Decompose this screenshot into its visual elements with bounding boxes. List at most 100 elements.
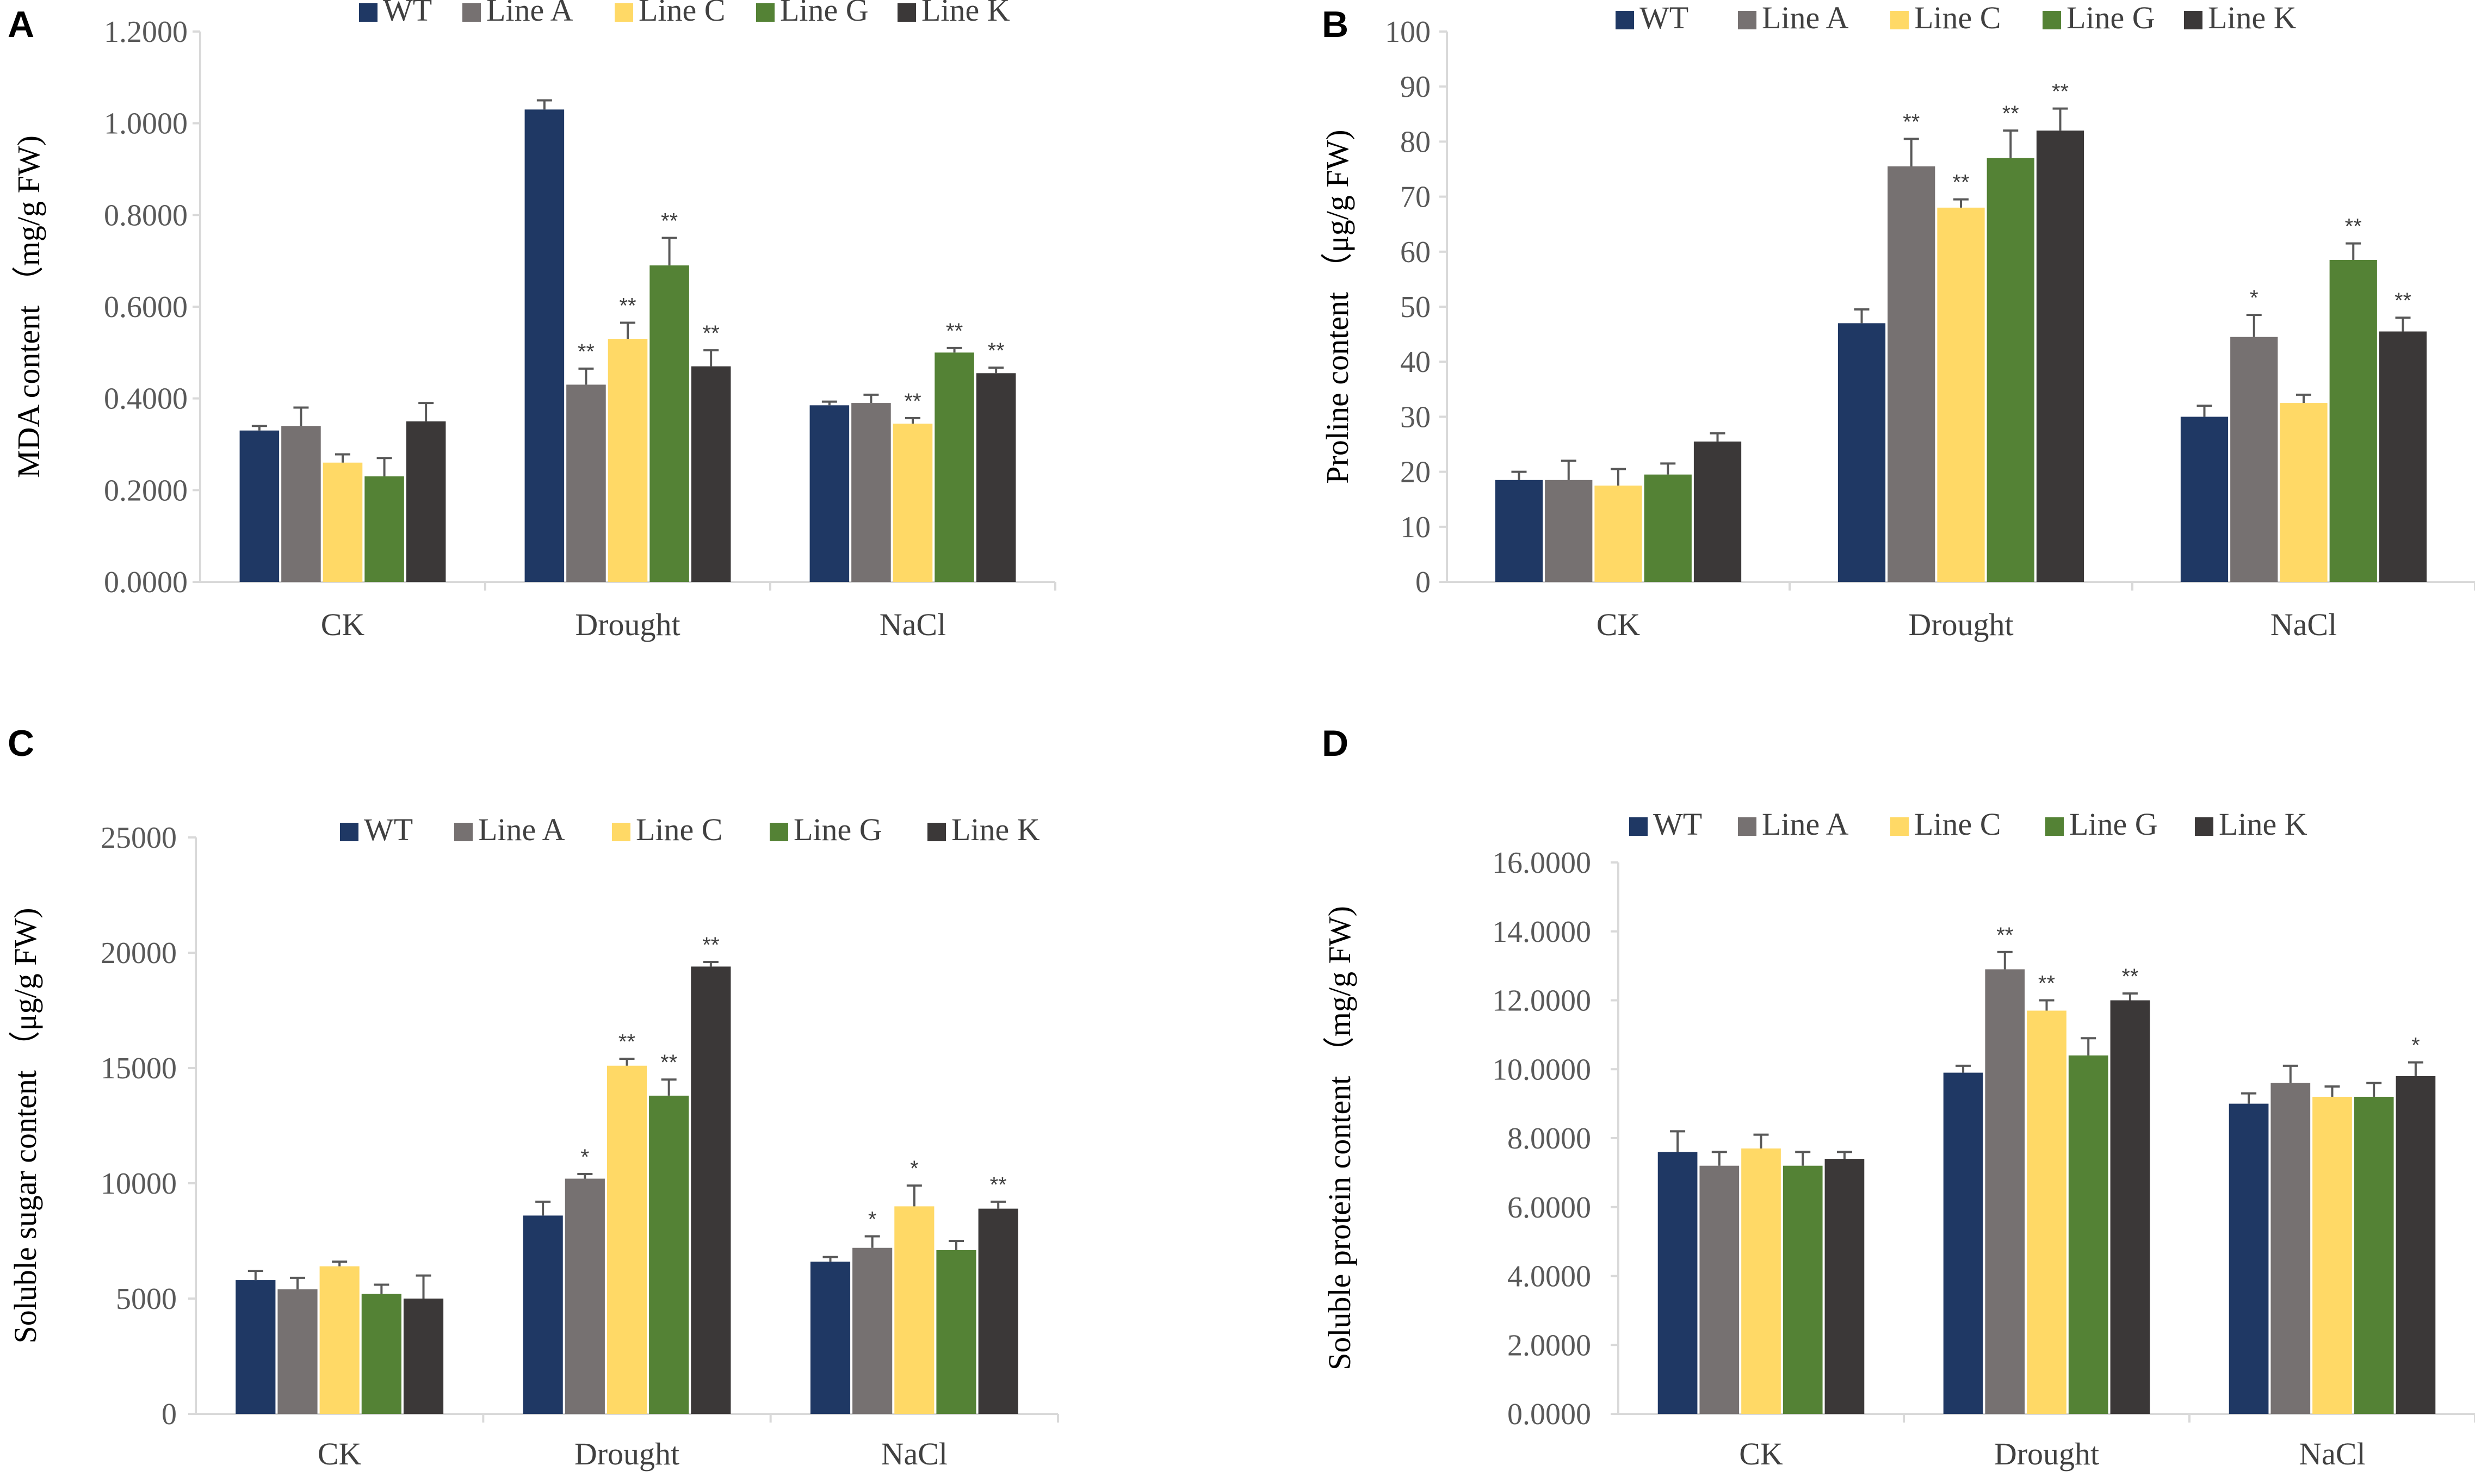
panel-b-bar [2230,337,2278,582]
panel-d-bar [1824,1159,1865,1414]
panel-c-bar [277,1289,318,1414]
panel-c-y-tick-label: 0 [162,1398,177,1431]
panel-d-legend-label: Line C [1914,806,2001,842]
panel-c-bar [523,1215,563,1414]
panel-d-legend-swatch [1629,817,1648,836]
panel-b-legend-label: Line A [1762,0,1849,35]
panel-d-y-tick-label: 12.0000 [1492,984,1591,1018]
panel-c-y-tick-label: 10000 [101,1167,177,1201]
panel-d-y-tick-label: 10.0000 [1492,1053,1591,1086]
panel-c-category-label: CK [318,1436,362,1471]
panel-d-y-tick-label: 6.0000 [1507,1191,1591,1225]
panel-c-bar [691,966,731,1414]
panel-a-significance-label: ** [904,389,921,413]
panel-a-y-tick-label: 0.4000 [104,382,188,416]
panel-d-legend-swatch [2195,817,2213,836]
panel-d-significance-label: ** [1996,923,2013,947]
panel-c-bar [852,1247,893,1414]
panel-c-legend-label: Line K [951,812,1040,847]
panel-c-legend-swatch [770,823,788,841]
panel-d-bar [2354,1096,2394,1414]
panel-c-significance-label: * [910,1157,919,1181]
panel-a-letter: A [8,4,34,45]
panel-d-bar [1657,1152,1698,1414]
panel-a-bar [566,384,606,582]
panel-a-significance-label: ** [988,339,1005,363]
panel-a-bar [281,426,321,582]
panel-b-y-tick-label: 70 [1400,181,1431,214]
panel-c-bar [978,1208,1018,1414]
panel-c-legend-label: Line A [478,812,565,847]
panel-d-legend-label: Line G [2069,806,2158,842]
panel-d-bar [2068,1055,2108,1414]
panel-b-bar [2280,403,2328,582]
panel-b-bar [1937,207,1985,582]
panel-c-bar [565,1178,605,1414]
panel-b-y-tick-label: 50 [1400,290,1431,324]
panel-c-significance-label: ** [660,1051,677,1075]
panel-b-y-tick-label: 20 [1400,456,1431,489]
panel-a-y-tick-label: 0.6000 [104,290,188,324]
panel-b-bar [2180,417,2229,582]
panel-b-legend-swatch [1890,11,1909,29]
panel-b-bar [2379,331,2427,582]
panel-a-legend-swatch [756,3,775,22]
panel-c-y-tick-label: 15000 [101,1052,177,1085]
panel-a-legend-label: Line C [639,0,725,28]
panel-c-significance-label: ** [702,933,719,957]
panel-b-significance-label: * [2250,286,2259,310]
panel-a-bar [364,476,404,582]
panel-c-significance-label: ** [618,1030,635,1054]
panel-d-y-tick-label: 8.0000 [1507,1122,1591,1156]
panel-a-legend-swatch [359,3,378,22]
panel-d-legend-swatch [2045,817,2064,836]
panel-c-bar [403,1299,444,1414]
panel-c-bar [649,1095,689,1414]
panel-b-category-label: CK [1597,607,1641,642]
panel-c-letter: C [8,723,34,764]
panel-d-significance-label: * [2411,1034,2420,1058]
panel-a-legend-swatch [462,3,481,22]
panel-b-legend-swatch [1616,11,1634,29]
panel-b-y-tick-label: 100 [1385,15,1431,49]
panel-b-bar [1594,485,1642,582]
panel-b-y-tick-label: 40 [1400,345,1431,379]
panel-b-significance-label: ** [2394,289,2411,313]
panel-b-category-label: NaCl [2270,607,2337,642]
panel-d-y-tick-label: 16.0000 [1492,846,1591,880]
panel-a-bar [935,352,974,582]
panel-a-y-tick-label: 0.2000 [104,474,188,507]
panel-a-bar [239,430,280,582]
panel-b-bar [1987,158,2034,582]
panel-d-legend-label: WT [1653,806,1702,842]
panel-c-legend-swatch [454,823,473,841]
panel-a-legend-label: Line A [486,0,573,28]
panel-a-category-label: NaCl [880,607,946,642]
panel-b-bar [1545,480,1593,582]
panel-c-significance-label: * [868,1208,877,1232]
panel-b-legend-label: WT [1639,0,1688,35]
panel-b-legend-swatch [2043,11,2061,29]
panel-b-y-tick-label: 30 [1400,400,1431,434]
panel-c-y-tick-label: 5000 [116,1282,177,1316]
panel-b-bar [1888,166,1935,582]
panel-b-bar [1644,474,1692,582]
panel-a-bar [406,421,446,582]
panel-d-bar [1783,1165,1823,1414]
panel-c-legend-swatch [927,823,946,841]
panel-a-bar [893,424,933,582]
panel-d-bar [2270,1083,2311,1414]
panel-c-y-tick-label: 20000 [101,936,177,970]
panel-a-bar [608,339,648,582]
panel-d-bar [1699,1165,1740,1414]
panel-d-bar [2396,1076,2436,1414]
panel-b-significance-label: ** [1903,110,1920,134]
panel-b-letter: B [1322,4,1348,45]
panel-c-y-tick-label: 25000 [101,821,177,855]
panel-b-y-tick-label: 80 [1400,125,1431,159]
panel-b-significance-label: ** [2052,80,2069,104]
panel-a-significance-label: ** [578,340,595,364]
panel-a-legend-swatch [615,3,633,22]
panel-c-bar [810,1262,851,1414]
